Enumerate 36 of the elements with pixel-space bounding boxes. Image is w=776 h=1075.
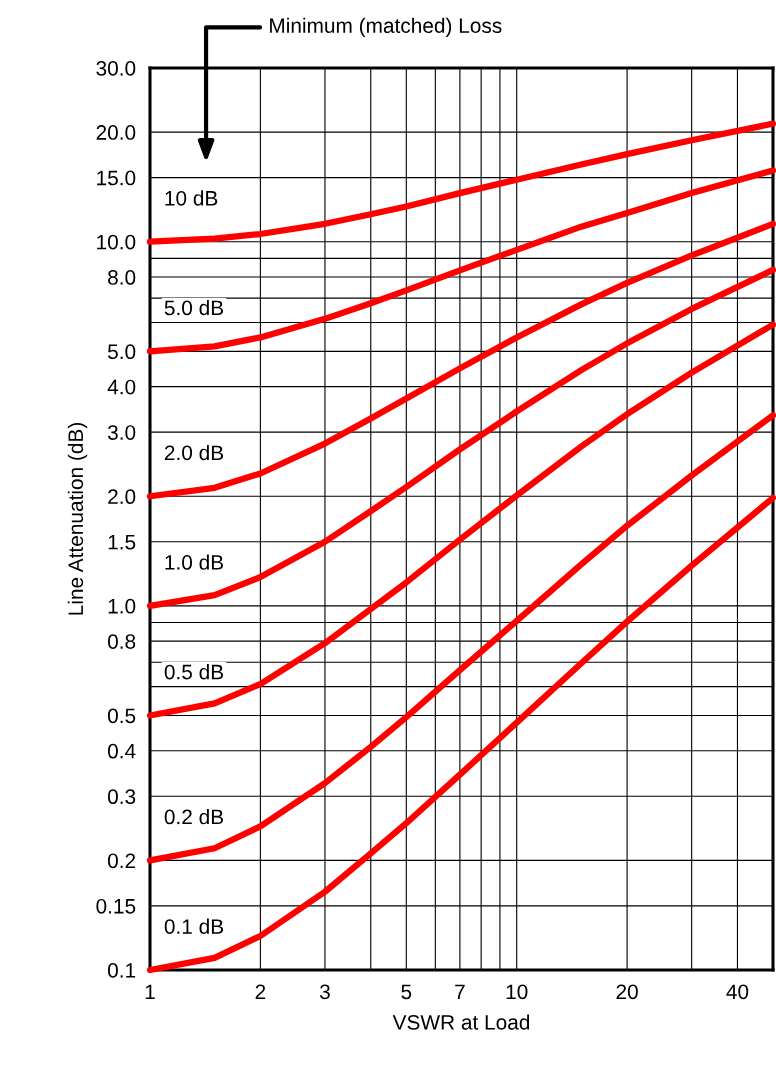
y-tick-label: 3.0 [107,425,136,440]
y-tick-label: 0.8 [107,634,136,649]
x-tick-label: 7 [455,984,465,999]
y-tick-label: 1.0 [108,598,136,614]
y-tick-label: 0.2 [107,853,136,869]
x-tick-label: 10 [506,984,528,1000]
series-label: 0.1 dB [164,918,224,934]
x-tick-label: 20 [616,984,638,1000]
y-tick-label: 0.4 [107,743,136,759]
y-tick-label: 0.3 [107,789,136,805]
text: Minimum (matched) Loss [270,17,502,38]
series-label: 1.0 dB [165,554,224,570]
series-label: 5.0 dB [164,299,224,316]
x-tick-label: 40 [726,984,749,1000]
y-tick-label: 10.0 [97,234,136,250]
y-tick-label: 0.15 [96,898,136,914]
y-tick-label: 20.0 [96,125,136,140]
series-label: 0.2 dB [164,809,224,825]
x-tick-label: 5 [401,984,412,1000]
y-tick-label: 5.0 [107,344,136,360]
x-tick-label: 3 [319,984,330,1000]
y-tick-label: 4.0 [107,379,136,395]
y-tick-label: 1.5 [108,534,136,550]
y-tick-label: 30.0 [96,61,136,76]
y-tick-label: 15.0 [97,170,136,186]
x-tick-label: 2 [255,984,266,999]
y-axis-title: Line Attenuation (dB) [67,422,88,615]
y-tick-label: 2.0 [108,489,136,505]
x-tick-label: 1 [145,984,155,999]
series-label: 10 dB [165,190,218,206]
series-label: 0.5 dB [164,664,224,680]
series-label: 2.0 dB [164,444,224,461]
x-axis-title: VSWR at Load [392,1014,530,1030]
y-tick-label: 0.5 [107,708,136,724]
y-tick-label: 8.0 [108,270,136,285]
y-tick-label: 0.1 [107,963,136,978]
